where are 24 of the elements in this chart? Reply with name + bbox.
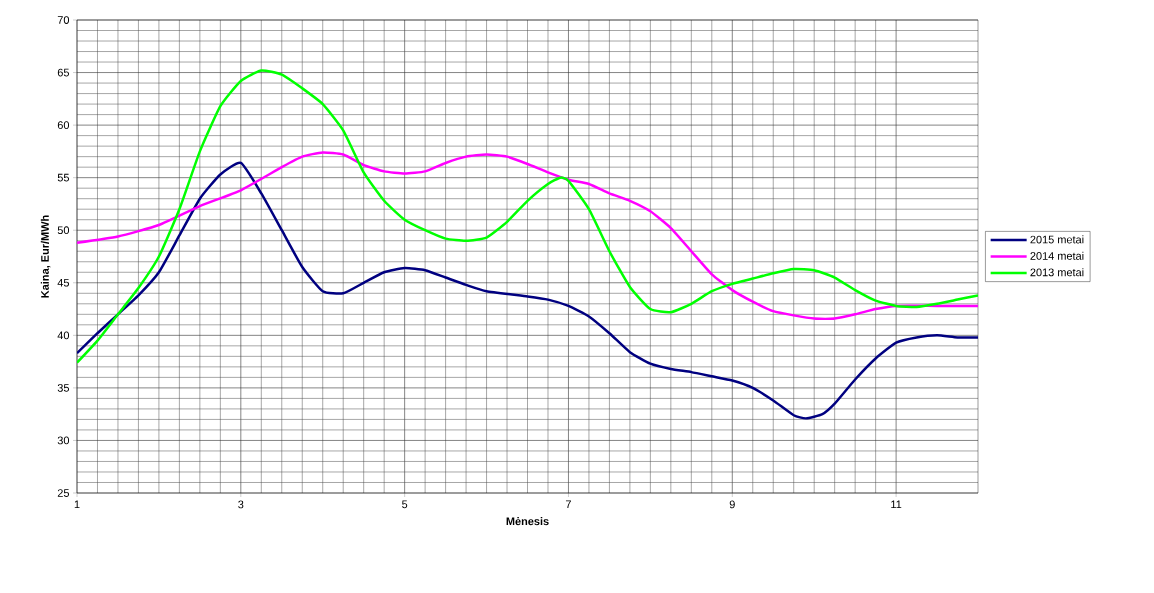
x-tick-label: 3 [238,500,244,509]
x-tick-label: 5 [402,500,408,509]
y-tick-label: 50 [57,226,70,235]
legend-label: 2014 metai [1030,251,1084,260]
legend-label: 2013 metai [1030,268,1084,277]
y-tick-label: 40 [57,331,70,340]
y-tick-label: 70 [57,16,70,24]
line-series [77,161,979,420]
x-axis-title: Mėnesis [506,517,549,526]
y-tick-label: 25 [57,489,70,497]
line-series [77,69,979,364]
y-tick-label: 30 [57,436,70,445]
y-tick-label: 55 [57,173,70,182]
x-tick-label: 1 [74,500,80,509]
x-tick-label: 9 [729,500,735,509]
x-tick-label: 7 [565,500,571,509]
line-series [77,151,979,320]
legend-label: 2015 metai [1030,235,1084,244]
y-tick-label: 60 [57,121,70,129]
x-tick-label: 11 [891,500,902,509]
y-tick-label: 35 [57,384,70,392]
y-tick-label: 45 [57,278,70,287]
y-tick-label: 65 [57,68,70,77]
y-axis-title: Kaina, Eur/MWh [40,215,51,298]
